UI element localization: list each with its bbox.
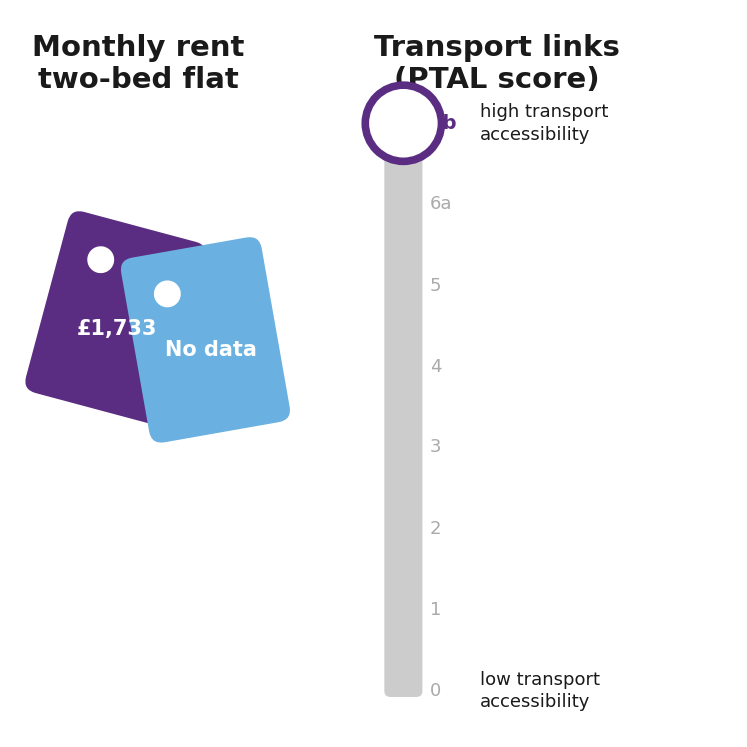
Text: Transport links
(PTAL score): Transport links (PTAL score) bbox=[374, 34, 620, 94]
Text: £1,733: £1,733 bbox=[76, 319, 157, 339]
Text: low transport
accessibility: low transport accessibility bbox=[480, 671, 600, 711]
Text: 6a: 6a bbox=[430, 196, 453, 214]
Text: 1: 1 bbox=[430, 601, 441, 619]
Circle shape bbox=[365, 85, 441, 161]
Text: 0: 0 bbox=[430, 682, 441, 700]
FancyBboxPatch shape bbox=[385, 117, 423, 697]
Text: 2: 2 bbox=[430, 520, 441, 538]
Text: 5: 5 bbox=[430, 276, 441, 294]
Text: 3: 3 bbox=[430, 438, 441, 456]
Text: 4: 4 bbox=[430, 358, 441, 376]
Text: high transport
accessibility: high transport accessibility bbox=[480, 103, 608, 143]
Circle shape bbox=[154, 280, 181, 307]
FancyBboxPatch shape bbox=[121, 237, 290, 443]
Circle shape bbox=[87, 247, 114, 273]
Text: Monthly rent
two-bed flat: Monthly rent two-bed flat bbox=[32, 34, 244, 94]
FancyBboxPatch shape bbox=[25, 211, 206, 424]
Text: No data: No data bbox=[165, 341, 257, 360]
Text: 6b: 6b bbox=[430, 114, 457, 133]
